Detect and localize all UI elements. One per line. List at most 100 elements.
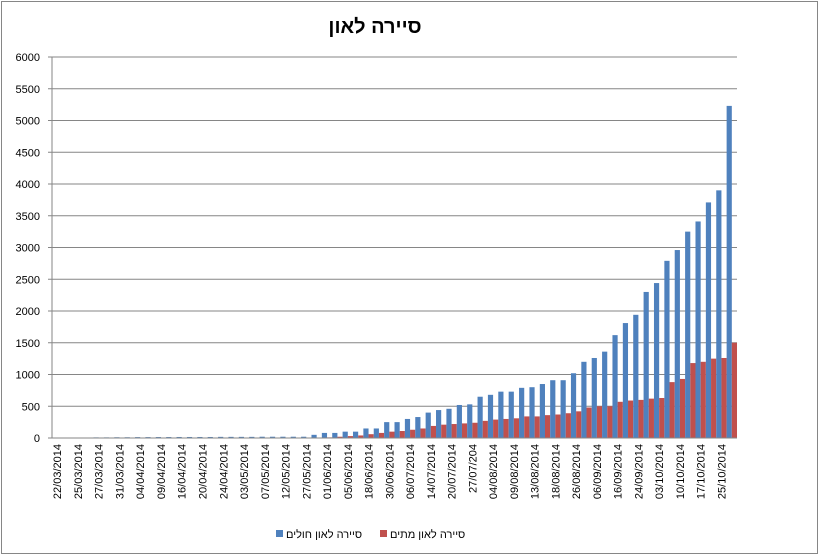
bar: [622, 323, 629, 438]
bar: [301, 436, 307, 438]
bar: [638, 399, 644, 438]
bar: [311, 434, 317, 438]
x-tick-label: 18/06/2014: [364, 444, 376, 499]
bar: [186, 436, 193, 438]
bar: [373, 428, 379, 438]
bar: [352, 431, 359, 438]
y-tick-label: 1500: [16, 338, 40, 350]
bar: [249, 436, 255, 438]
x-tick-label: 20/04/2014: [197, 444, 209, 499]
bar: [467, 404, 473, 438]
x-tick-label: 06/09/2014: [592, 444, 604, 499]
bar: [347, 436, 353, 438]
x-tick-label: 01/06/2014: [322, 444, 334, 499]
chart-title: סיירה לאון: [328, 16, 421, 38]
bar: [441, 424, 447, 438]
bar: [487, 394, 494, 438]
bar: [685, 231, 691, 438]
bar: [238, 436, 245, 438]
bar: [456, 404, 462, 438]
bar: [607, 406, 613, 438]
x-tick-label: 24/09/2014: [633, 444, 645, 499]
bar: [529, 387, 535, 438]
x-tick-label: 27/07/204: [467, 444, 479, 493]
bar: [674, 250, 680, 438]
bar: [726, 105, 732, 439]
bar: [358, 435, 364, 438]
legend-swatch: [380, 530, 387, 537]
x-tick-label: 04/04/2014: [135, 444, 147, 499]
x-tick-label: 27/05/2014: [301, 444, 313, 499]
bar: [259, 436, 265, 438]
bar: [207, 436, 213, 438]
bar: [269, 436, 276, 438]
bar: [581, 361, 587, 438]
y-tick-label: 3000: [16, 243, 40, 255]
bar: [410, 429, 416, 438]
x-tick-label: 07/05/2014: [260, 444, 272, 499]
x-tick-label: 10/10/2014: [675, 444, 687, 499]
x-tick-label: 20/07/2014: [447, 444, 459, 499]
bar: [669, 382, 675, 438]
bar: [321, 432, 328, 438]
x-tick-label: 03/05/2014: [239, 444, 251, 499]
legend-swatch: [276, 530, 283, 537]
bar: [612, 335, 618, 438]
y-tick-label: 1000: [16, 370, 40, 382]
bar: [477, 396, 483, 438]
x-tick-label: 09/04/2014: [156, 444, 168, 499]
bar: [700, 361, 706, 438]
bar: [534, 416, 540, 438]
bar: [659, 397, 665, 438]
x-tick-label: 13/08/2014: [530, 444, 542, 499]
bar: [643, 291, 649, 438]
x-tick-label: 17/10/2014: [696, 444, 708, 499]
x-tick-label: 05/06/2014: [343, 444, 355, 499]
bar: [539, 384, 545, 438]
bar: [664, 260, 670, 438]
bar: [653, 283, 660, 438]
bar: [617, 401, 623, 438]
bar: [394, 422, 400, 438]
y-tick-label: 4500: [16, 147, 40, 159]
legend-label: סיירה לאון חולים: [286, 528, 362, 541]
y-tick-label: 3500: [16, 211, 40, 223]
x-tick-label: 16/09/2014: [613, 444, 625, 499]
bar: [420, 428, 426, 438]
y-tick-label: 4000: [16, 179, 40, 191]
y-tick-label: 5000: [16, 116, 40, 128]
bar: [591, 357, 597, 438]
bar: [513, 418, 520, 438]
bar: [228, 436, 234, 438]
bar: [596, 406, 603, 438]
y-tick-label: 2500: [16, 274, 40, 286]
bar: [461, 423, 468, 438]
bar: [711, 358, 717, 438]
bar: [425, 412, 431, 438]
y-tick-label: 500: [22, 401, 40, 413]
bar: [430, 425, 437, 438]
bar: [451, 424, 457, 438]
x-tick-label: 27/03/2014: [94, 444, 106, 499]
bar: [384, 422, 390, 438]
bar: [472, 422, 478, 438]
bar: [731, 342, 737, 438]
bar: [555, 414, 561, 438]
bar: [560, 380, 566, 438]
bar: [389, 431, 395, 438]
bar: [565, 413, 571, 438]
x-tick-label: 14/07/2014: [426, 444, 438, 499]
bar: [503, 418, 509, 438]
y-tick-label: 6000: [16, 52, 40, 64]
legend-label: סיירה לאון מתים: [390, 528, 465, 541]
bar: [415, 417, 421, 438]
bar: [363, 428, 369, 438]
bar: [508, 391, 514, 438]
bar: [399, 431, 405, 438]
y-tick-label: 2000: [16, 306, 40, 318]
bar: [482, 420, 488, 438]
bar: [519, 387, 525, 438]
bar: [602, 351, 608, 438]
x-tick-label: 18/08/2014: [550, 444, 562, 499]
x-tick-label: 12/05/2014: [281, 444, 293, 499]
